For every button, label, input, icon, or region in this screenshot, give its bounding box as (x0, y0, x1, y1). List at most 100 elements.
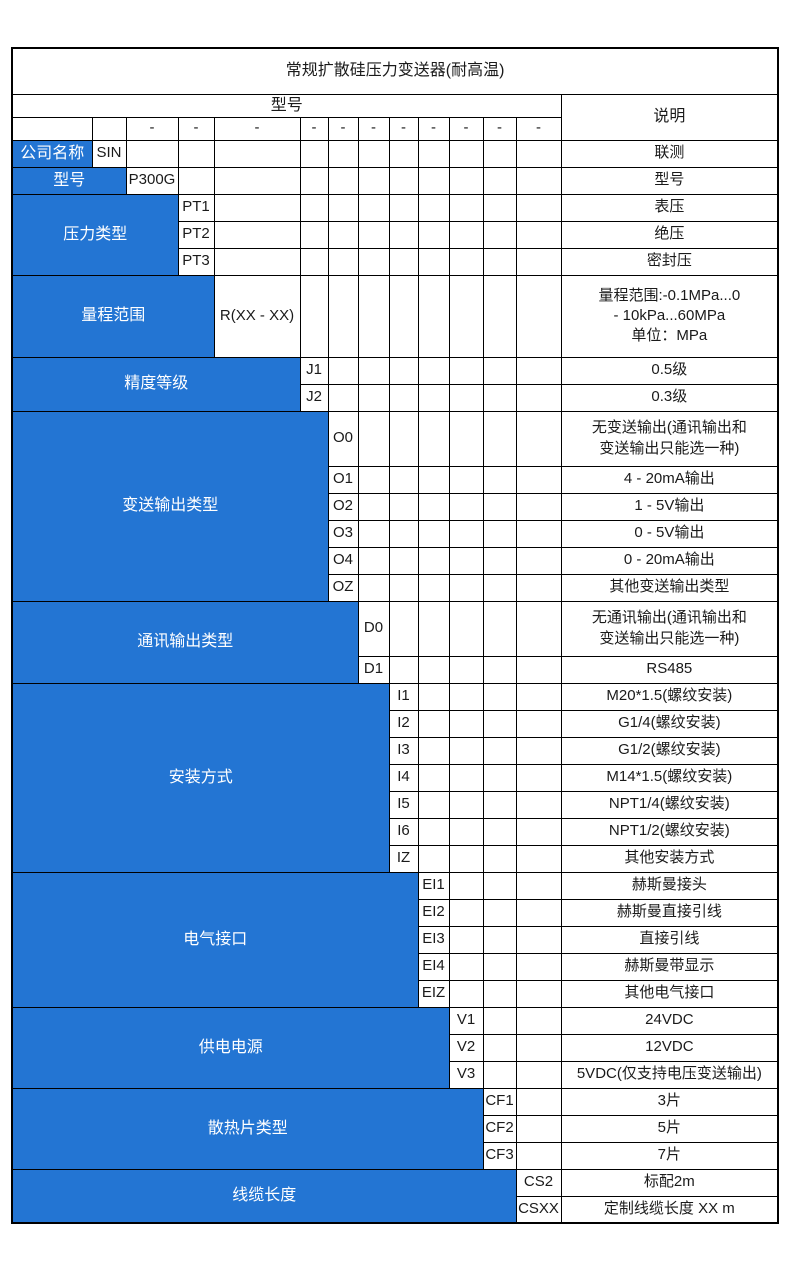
table-row-O4: O4 0 - 20mA输出 (12, 546, 779, 575)
empty-cell (482, 898, 517, 927)
code-cell-EI4: EI4 (417, 952, 450, 981)
empty-cell (448, 898, 484, 927)
empty-cell (482, 844, 517, 873)
description-cell-V3: 5VDC(仅支持电压变送输出) (560, 1060, 779, 1089)
category-cell-pressure-type: 压力类型 (11, 193, 179, 276)
empty-cell (125, 139, 179, 168)
empty-cell (417, 790, 450, 819)
empty-cell (482, 166, 517, 195)
empty-cell (515, 383, 562, 412)
empty-cell (448, 274, 484, 358)
separator-dash-cell: - (417, 116, 450, 141)
separator-empty-cell (91, 116, 127, 141)
table-row-EI4: EI4 赫斯曼带显示 (12, 952, 779, 981)
empty-cell (448, 790, 484, 819)
empty-cell (482, 139, 517, 168)
description-cell-OZ: 其他变送输出类型 (560, 573, 779, 602)
description-cell-O2: 1 - 5V输出 (560, 492, 779, 521)
table-row-I6: I6 NPT1/2(螺纹安装) (12, 817, 779, 846)
description-cell-IZ: 其他安装方式 (560, 844, 779, 873)
separator-empty-cell (11, 116, 93, 141)
empty-cell (417, 763, 450, 792)
empty-cell (515, 790, 562, 819)
empty-cell (417, 519, 450, 548)
description-cell-I3: G1/2(螺纹安装) (560, 736, 779, 765)
empty-cell (448, 763, 484, 792)
description-cell-J2: 0.3级 (560, 383, 779, 412)
empty-cell (357, 573, 390, 602)
code-cell-CF1: CF1 (482, 1087, 517, 1116)
empty-cell (448, 709, 484, 738)
table-row-CF1: 散热片类型 CF1 3片 (11, 1087, 779, 1170)
empty-cell (482, 736, 517, 765)
description-cell-CSXX: 定制线缆长度 XX m (560, 1195, 779, 1224)
description-cell-O3: 0 - 5V输出 (560, 519, 779, 548)
empty-cell (357, 356, 390, 385)
empty-cell (417, 655, 450, 684)
description-cell-O4: 0 - 20mA输出 (560, 546, 779, 575)
empty-cell (357, 193, 390, 222)
empty-cell (388, 465, 419, 494)
empty-cell (515, 573, 562, 602)
separator-dash-cell: - (177, 116, 215, 141)
empty-cell (388, 356, 419, 385)
code-cell-V2: V2 (448, 1033, 484, 1062)
empty-cell (515, 979, 562, 1008)
empty-cell (482, 492, 517, 521)
description-cell-EI1: 赫斯曼接头 (560, 871, 779, 900)
separator-dash-cell: - (125, 116, 179, 141)
code-cell-D1: D1 (357, 655, 390, 684)
description-cell-CF3: 7片 (560, 1141, 779, 1170)
table-row-I2: I2 G1/4(螺纹安装) (12, 709, 779, 738)
empty-cell (388, 546, 419, 575)
empty-cell (327, 193, 359, 222)
empty-cell (388, 274, 419, 358)
separator-dash-cell: - (388, 116, 419, 141)
empty-cell (417, 492, 450, 521)
empty-cell (448, 193, 484, 222)
empty-cell (482, 356, 517, 385)
empty-cell (417, 247, 450, 276)
empty-cell (327, 247, 359, 276)
code-cell-D0: D0 (357, 600, 390, 657)
table-row-EIZ: EIZ 其他电气接口 (12, 979, 779, 1008)
description-cell-EI4: 赫斯曼带显示 (560, 952, 779, 981)
empty-cell (213, 220, 301, 249)
empty-cell (388, 139, 419, 168)
table-row-I5: I5 NPT1/4(螺纹安装) (12, 790, 779, 819)
table-row-P300G: 型号 P300G 型号 (11, 166, 779, 195)
category-cell-power-supply: 供电电源 (11, 1006, 450, 1089)
description-cell-V2: 12VDC (560, 1033, 779, 1062)
empty-cell (515, 736, 562, 765)
empty-cell (357, 274, 390, 358)
code-cell-I5: I5 (388, 790, 419, 819)
table-row-SIN: 公司名称 SIN 联测 (11, 139, 779, 168)
empty-cell (515, 898, 562, 927)
code-cell-PT2: PT2 (177, 220, 215, 249)
empty-cell (515, 166, 562, 195)
separator-dash-cell: - (448, 116, 484, 141)
code-cell-O4: O4 (327, 546, 359, 575)
description-cell-SIN: 联测 (560, 139, 779, 168)
code-cell-SIN: SIN (91, 139, 127, 168)
code-cell-OZ: OZ (327, 573, 359, 602)
table-row-I3: I3 G1/2(螺纹安装) (12, 736, 779, 765)
empty-cell (482, 979, 517, 1008)
table-row-CF2: CF2 5片 (12, 1114, 779, 1143)
empty-cell (299, 139, 329, 168)
description-cell-PT1: 表压 (560, 193, 779, 222)
empty-cell (357, 220, 390, 249)
empty-cell (299, 166, 329, 195)
description-column-header: 说明 (560, 93, 779, 141)
empty-cell (515, 763, 562, 792)
empty-cell (482, 682, 517, 711)
description-cell-CF1: 3片 (560, 1087, 779, 1116)
table-row-R(XX - XX): 量程范围 R(XX - XX) 量程范围:-0.1MPa...0 - 10kPa..… (11, 274, 779, 358)
empty-cell (448, 682, 484, 711)
empty-cell (299, 247, 329, 276)
empty-cell (357, 383, 390, 412)
description-cell-PT3: 密封压 (560, 247, 779, 276)
empty-cell (515, 247, 562, 276)
empty-cell (417, 193, 450, 222)
empty-cell (482, 274, 517, 358)
